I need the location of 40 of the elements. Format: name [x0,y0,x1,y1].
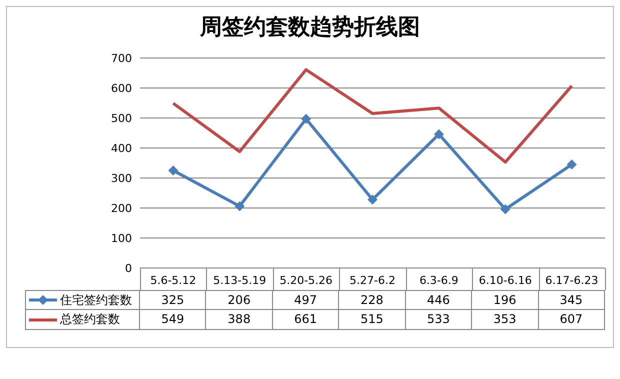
y-tick-label: 200 [111,202,132,215]
legend-label: 总签约套数 [60,311,120,328]
chart-title: 周签约套数趋势折线图 [198,14,421,42]
legend-label: 住宅签约套数 [60,292,132,308]
y-tick-label: 600 [111,82,132,95]
data-label: 533 [406,310,472,330]
x-tick-label: 5.13-5.19 [213,274,266,287]
data-label: 515 [339,310,406,330]
x-tick-label: 5.27-6.2 [350,274,396,287]
point [566,160,577,170]
x-tick-label: 6.3-6.9 [419,274,458,287]
data-label: 446 [406,290,472,310]
x-tick-label: 5.6-5.12 [150,274,196,287]
y-tick-label: 0 [125,262,132,275]
data-label: 325 [140,290,206,310]
data-label: 196 [472,290,539,310]
point [234,201,245,212]
data-label: 549 [140,310,206,330]
point [500,204,510,214]
point [368,194,378,205]
data-label: 607 [538,310,605,330]
y-tick-label: 700 [111,52,132,65]
y-tick-label: 100 [111,232,132,245]
data-label: 206 [206,290,273,310]
data-label: 388 [206,310,273,330]
point [168,166,178,176]
data-label: 353 [472,310,539,330]
x-tick-label: 5.20-5.26 [280,274,333,287]
data-label: 228 [339,290,406,310]
data-label: 345 [538,290,605,310]
point [301,114,312,124]
y-tick-label: 300 [111,172,132,185]
data-label: 661 [272,310,340,330]
point [434,129,444,140]
y-tick-label: 500 [111,112,132,125]
line-series [172,68,574,164]
x-tick-label: 6.17-6.23 [545,274,598,287]
data-label: 497 [272,290,340,310]
y-tick-label: 400 [111,142,132,155]
x-tick-label: 6.10-6.16 [478,274,532,287]
